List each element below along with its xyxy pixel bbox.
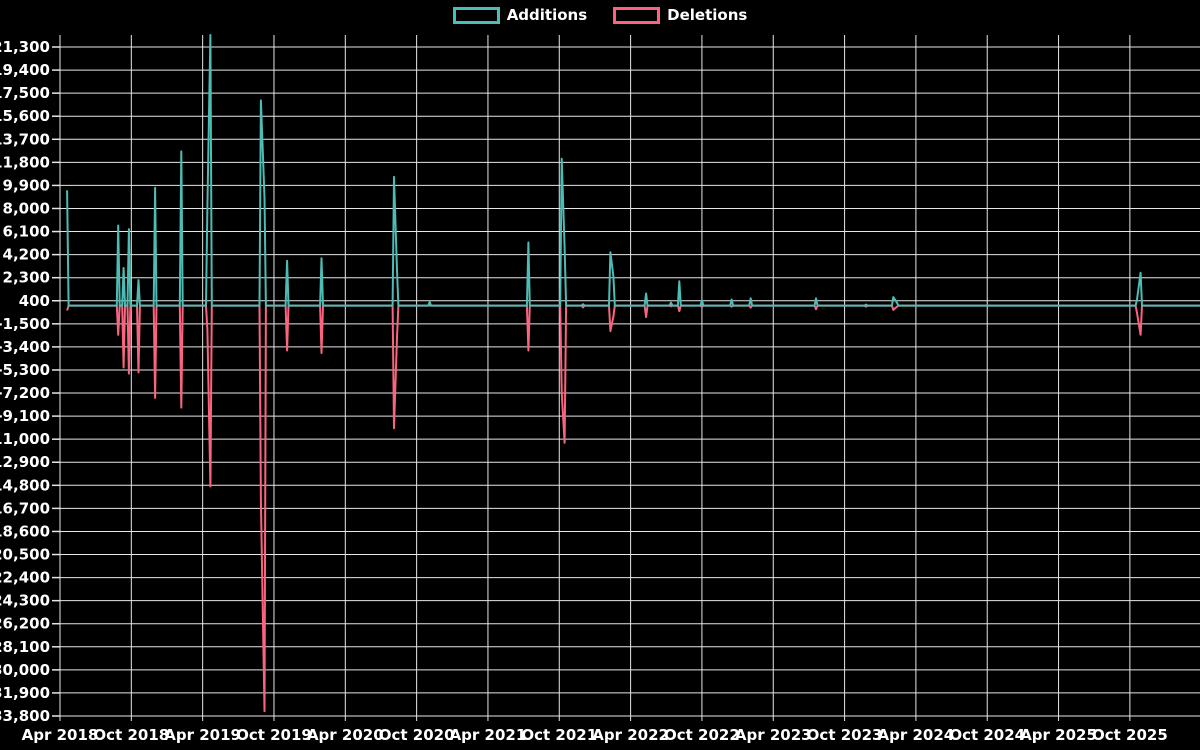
y-tick-label: 21,300 [0,38,50,56]
y-tick-label: -9,100 [0,407,50,425]
y-tick-label: 4,200 [3,246,50,264]
y-tick-label: -12,900 [0,453,50,471]
y-tick-label: -14,800 [0,476,50,494]
legend-item-additions[interactable]: Additions [452,6,588,24]
y-tick-label: -7,200 [0,384,50,402]
y-tick-label: -18,600 [0,522,50,540]
x-tick-label: Oct 2020 [379,726,455,744]
x-tick-label: Oct 2025 [1092,726,1168,744]
x-tick-label: Apr 2021 [450,726,527,744]
y-tick-label: -16,700 [0,499,50,517]
additions-legend-swatch-icon [452,7,500,24]
y-tick-label: 400 [19,292,50,310]
x-tick-label: Apr 2025 [1020,726,1097,744]
x-tick-label: Apr 2019 [164,726,241,744]
y-tick-label: 9,900 [3,176,50,194]
y-tick-label: 2,300 [3,269,50,287]
legend-item-deletions[interactable]: Deletions [613,7,747,24]
x-tick-label: Oct 2021 [521,726,597,744]
y-tick-label: 15,600 [0,107,50,125]
y-tick-label: 11,800 [0,153,50,171]
y-tick-label: 13,700 [0,130,50,148]
y-tick-label: -33,800 [0,707,50,725]
y-tick-label: -24,300 [0,592,50,610]
x-tick-label: Apr 2020 [307,726,384,744]
y-tick-label: 8,000 [3,199,50,217]
y-tick-label: 6,100 [3,223,50,241]
additions-line [66,34,1200,307]
x-tick-label: Oct 2023 [807,726,883,744]
deletions-legend-swatch-icon [613,7,661,24]
chart-legend: Additions Deletions [0,7,1200,24]
y-tick-label: -3,400 [0,338,50,356]
y-tick-label: -28,100 [0,638,50,656]
x-tick-label: Apr 2018 [22,726,99,744]
y-tick-label: 17,500 [0,84,50,102]
x-tick-label: Apr 2023 [735,726,812,744]
y-tick-label: -5,300 [0,361,50,379]
x-tick-label: Oct 2018 [93,726,169,744]
y-tick-label: -30,000 [0,661,50,679]
x-tick-label: Oct 2019 [236,726,312,744]
y-tick-label: -20,500 [0,546,50,564]
x-tick-label: Oct 2022 [664,726,740,744]
x-tick-label: Apr 2022 [592,726,669,744]
x-tick-label: Oct 2024 [949,726,1025,744]
y-tick-label: -22,400 [0,569,50,587]
y-tick-label: 19,400 [0,61,50,79]
y-tick-label: -31,900 [0,684,50,702]
y-tick-label: -26,200 [0,615,50,633]
x-tick-label: Apr 2024 [878,726,955,744]
y-tick-label: -11,000 [0,430,50,448]
y-tick-label: -1,500 [0,315,50,333]
deletions-legend-label: Deletions [667,6,748,24]
additions-legend-label: Additions [506,6,588,24]
